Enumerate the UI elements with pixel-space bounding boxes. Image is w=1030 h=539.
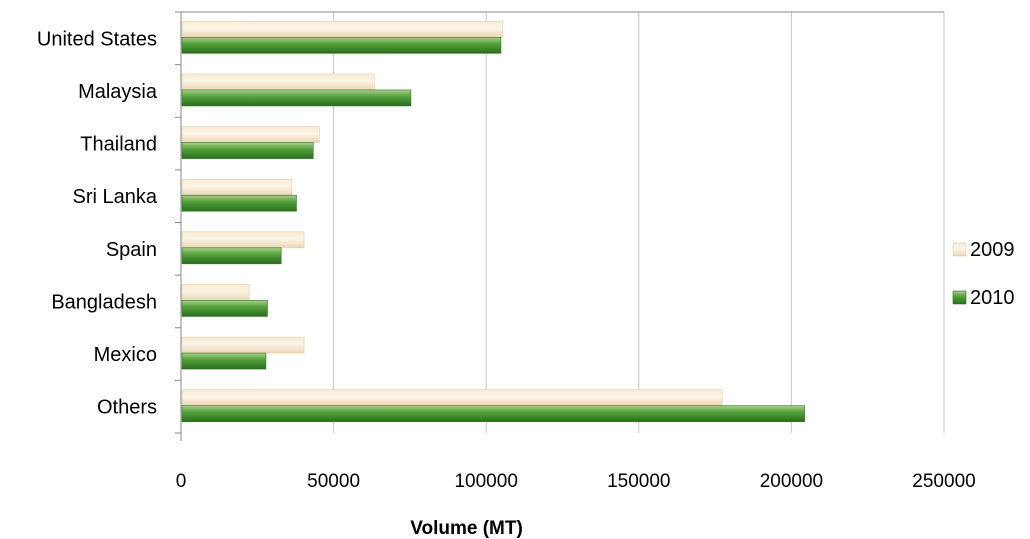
category-label: Bangladesh	[51, 291, 157, 313]
x-axis-title: Volume (MT)	[410, 518, 523, 539]
bar-2009	[181, 126, 320, 143]
legend-label-2009: 2009	[970, 239, 1015, 261]
axes	[175, 11, 944, 441]
x-tick-label: 150000	[607, 471, 670, 492]
bar-2009	[181, 389, 723, 406]
bar-2009	[181, 178, 293, 196]
legend-swatch-2010	[952, 290, 967, 305]
legend: 2009 2010	[952, 239, 1015, 309]
x-tick-label: 250000	[912, 471, 975, 492]
bar-2009	[181, 336, 305, 354]
category-label: Sri Lanka	[73, 186, 158, 208]
bar-2010	[181, 300, 268, 317]
x-tick-label: 50000	[307, 471, 360, 492]
x-tick-label: 200000	[760, 471, 823, 492]
x-tick-label: 100000	[454, 471, 517, 492]
category-label: Others	[97, 397, 157, 419]
bars	[181, 21, 805, 422]
category-label: United States	[37, 28, 157, 50]
bar-2010	[181, 352, 267, 370]
legend-swatch-2009	[952, 242, 967, 257]
legend-label-2010: 2010	[970, 287, 1015, 309]
x-tick-label: 0	[176, 471, 187, 492]
bar-2010	[181, 89, 412, 107]
bar-2010	[181, 37, 502, 54]
bar-2009	[181, 73, 375, 91]
axis-labels: 0 50000 100000 150000 200000 250000 United Sta…	[37, 28, 976, 492]
bar-2010	[181, 194, 297, 212]
category-label: Malaysia	[78, 81, 158, 103]
category-label: Thailand	[80, 134, 157, 156]
bar-2009	[181, 21, 503, 38]
bar-2009	[181, 284, 250, 301]
category-label: Spain	[106, 239, 157, 261]
gridlines	[333, 12, 945, 433]
bar-2010	[181, 405, 805, 422]
category-label: Mexico	[94, 344, 157, 366]
bar-2010	[181, 142, 314, 159]
bar-2009	[181, 231, 305, 249]
bar-2010	[181, 247, 282, 265]
